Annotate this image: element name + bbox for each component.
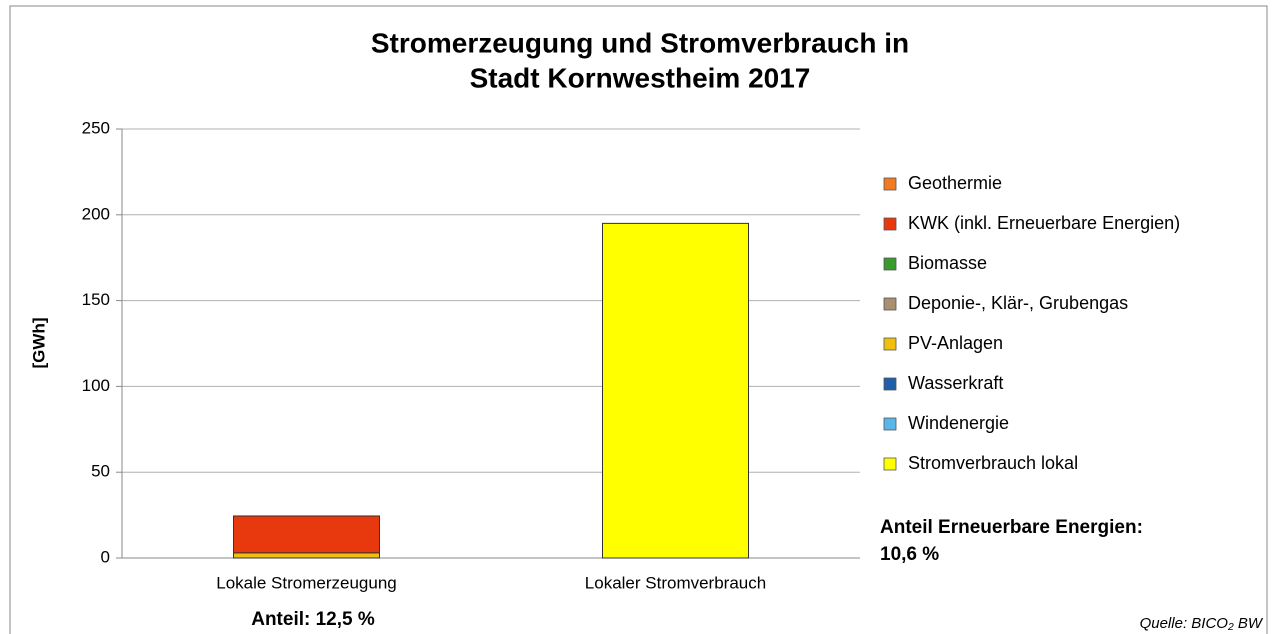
legend-swatch <box>883 337 897 351</box>
legend-swatch <box>883 217 897 231</box>
y-tick-label: 0 <box>101 547 110 566</box>
legend-label: Stromverbrauch lokal <box>908 453 1078 473</box>
legend-swatch <box>883 457 897 471</box>
legend-swatch <box>883 417 897 431</box>
chart-title: Stromerzeugung und Stromverbrauch in <box>371 27 909 58</box>
bar-segment <box>233 515 380 554</box>
y-tick-label: 150 <box>82 290 110 309</box>
legend-label: Biomasse <box>908 253 987 273</box>
annotation: Anteil Erneuerbare Energien: <box>880 517 1143 538</box>
annotation: 10,6 % <box>880 544 939 565</box>
x-tick-label: Lokaler Stromverbrauch <box>585 573 766 592</box>
y-axis-label: [GWh] <box>29 318 48 369</box>
legend-label: Windenergie <box>908 413 1009 433</box>
x-tick-label: Lokale Stromerzeugung <box>216 573 397 592</box>
y-tick-label: 200 <box>82 204 110 223</box>
y-tick-label: 100 <box>82 376 110 395</box>
legend-label: Wasserkraft <box>908 373 1003 393</box>
legend-swatch <box>883 297 897 311</box>
annotation: Anteil: 12,5 % <box>251 609 375 630</box>
legend-swatch <box>883 177 897 191</box>
legend-label: KWK (inkl. Erneuerbare Energien) <box>908 213 1180 233</box>
legend-label: Deponie-, Klär-, Grubengas <box>908 293 1128 313</box>
chart-border <box>9 5 1268 634</box>
legend-label: PV-Anlagen <box>908 333 1003 353</box>
legend-swatch <box>883 377 897 391</box>
legend-swatch <box>883 257 897 271</box>
y-tick-label: 250 <box>82 118 110 137</box>
bar-segment <box>233 552 380 559</box>
legend-label: Geothermie <box>908 173 1002 193</box>
chart-title: Stadt Kornwestheim 2017 <box>470 62 811 93</box>
y-tick-label: 50 <box>91 462 110 481</box>
bar-segment <box>602 222 749 559</box>
source-note: Quelle: BICO₂ BW <box>1140 615 1264 632</box>
